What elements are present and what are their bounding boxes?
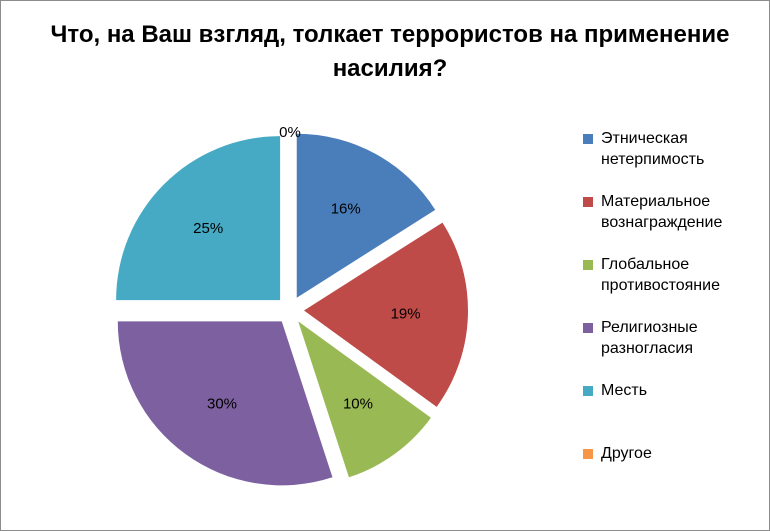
legend-swatch-6 — [583, 449, 593, 459]
pie-slice-3 — [298, 321, 431, 478]
legend-swatch-1 — [583, 134, 593, 144]
data-label-3: 10% — [343, 396, 373, 413]
legend-label-2: Материальное вознаграждение — [601, 193, 723, 231]
legend-swatch-4 — [583, 323, 593, 333]
data-label-5: 25% — [193, 220, 223, 237]
legend-swatch-5 — [583, 386, 593, 396]
legend-label-6: Другое — [601, 445, 652, 462]
legend-swatch-2 — [583, 197, 593, 207]
pie-slice-4 — [117, 321, 333, 486]
pie-slice-1 — [296, 133, 436, 298]
data-label-1: 16% — [331, 201, 361, 218]
data-label-2: 19% — [391, 306, 421, 323]
legend-label-5: Месть — [601, 382, 648, 399]
legend-swatch-3 — [583, 260, 593, 270]
legend-label-4: Религиозные разногласия — [601, 319, 698, 357]
legend-label-3: Глобальное противостояние — [601, 256, 720, 294]
data-label-6: 0% — [279, 124, 301, 141]
pie-slice-2 — [303, 222, 468, 407]
legend-label-1: Этническая нетерпимость — [601, 130, 705, 168]
chart-title: Что, на Ваш взгляд, толкает террористов … — [50, 21, 730, 82]
pie-slice-5 — [116, 136, 281, 301]
data-label-4: 30% — [207, 396, 237, 413]
